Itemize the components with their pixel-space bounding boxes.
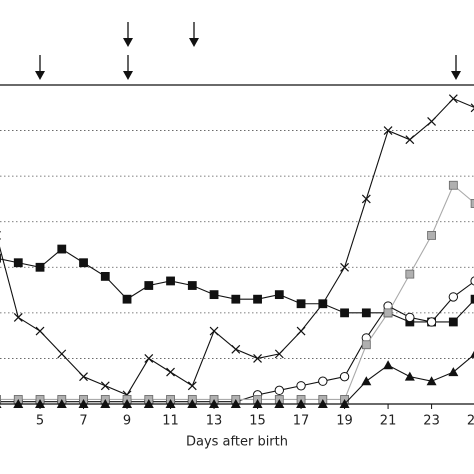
point xyxy=(209,399,220,408)
point xyxy=(404,371,415,381)
point xyxy=(122,399,133,408)
point xyxy=(274,290,284,300)
point xyxy=(317,399,328,408)
point xyxy=(448,180,458,190)
point xyxy=(383,126,393,135)
point xyxy=(361,376,372,386)
point xyxy=(13,399,24,408)
x-tick-label: 23 xyxy=(423,414,440,429)
point xyxy=(470,294,474,304)
x-tick-label: 17 xyxy=(293,414,310,429)
point xyxy=(253,354,262,363)
point xyxy=(296,299,306,309)
point xyxy=(79,258,88,268)
point xyxy=(57,349,67,359)
point xyxy=(405,312,415,323)
point xyxy=(187,281,197,290)
point xyxy=(0,230,1,240)
series-line xyxy=(0,184,474,400)
point xyxy=(166,276,175,286)
point xyxy=(405,135,415,145)
series xyxy=(0,94,474,400)
point xyxy=(470,276,474,286)
point xyxy=(13,312,23,322)
point xyxy=(470,103,474,113)
point xyxy=(296,399,307,408)
x-tick-label: 15 xyxy=(249,414,266,429)
point xyxy=(187,381,197,391)
point xyxy=(35,262,45,272)
point xyxy=(209,290,219,300)
point xyxy=(100,381,110,391)
point xyxy=(448,367,459,377)
point xyxy=(361,340,371,350)
point xyxy=(318,376,328,386)
point xyxy=(100,399,111,408)
point xyxy=(470,350,474,358)
x-tick-label: 19 xyxy=(336,414,353,429)
point xyxy=(0,395,1,404)
point xyxy=(230,399,241,408)
series xyxy=(0,350,474,408)
point xyxy=(274,349,284,359)
x-tick-label: 25 xyxy=(467,414,474,429)
point xyxy=(166,367,175,377)
point xyxy=(427,230,436,240)
point xyxy=(383,308,393,318)
point xyxy=(56,399,67,408)
x-tick-label: 9 xyxy=(123,414,131,429)
point xyxy=(79,372,88,382)
point xyxy=(143,399,154,408)
point xyxy=(448,292,459,302)
point xyxy=(0,405,2,408)
point xyxy=(35,399,46,408)
point xyxy=(35,326,45,336)
point xyxy=(0,253,1,263)
x-tick-label: 7 xyxy=(79,414,87,429)
point xyxy=(448,94,458,104)
point xyxy=(340,262,349,272)
point xyxy=(187,399,198,408)
point xyxy=(231,294,241,304)
point xyxy=(253,294,262,304)
point xyxy=(427,117,437,126)
point xyxy=(122,294,132,304)
point xyxy=(144,281,154,290)
point xyxy=(144,354,154,363)
point xyxy=(383,360,394,370)
point xyxy=(318,299,328,309)
point xyxy=(361,194,371,204)
point xyxy=(57,244,67,254)
point xyxy=(405,269,415,279)
series xyxy=(0,180,474,404)
point xyxy=(426,376,437,386)
point xyxy=(426,317,437,327)
point xyxy=(296,381,306,391)
arrows xyxy=(35,22,461,80)
series xyxy=(0,244,474,327)
point xyxy=(448,317,458,327)
x-axis-label: Days after birth xyxy=(186,435,288,450)
point xyxy=(165,399,176,408)
point xyxy=(339,399,350,408)
point xyxy=(100,271,110,281)
point xyxy=(274,399,285,408)
x-tick-label: 13 xyxy=(206,414,223,429)
point xyxy=(361,308,371,318)
point xyxy=(339,371,350,382)
x-tick-label: 21 xyxy=(380,414,397,429)
point xyxy=(252,399,263,408)
point xyxy=(209,326,219,336)
point xyxy=(296,326,306,336)
point xyxy=(231,344,241,354)
point xyxy=(13,258,23,268)
point xyxy=(470,199,474,208)
x-tick-label: 5 xyxy=(36,414,44,429)
point xyxy=(340,308,349,318)
point xyxy=(78,399,89,408)
x-tick-label: 11 xyxy=(162,414,179,429)
point xyxy=(274,385,285,396)
